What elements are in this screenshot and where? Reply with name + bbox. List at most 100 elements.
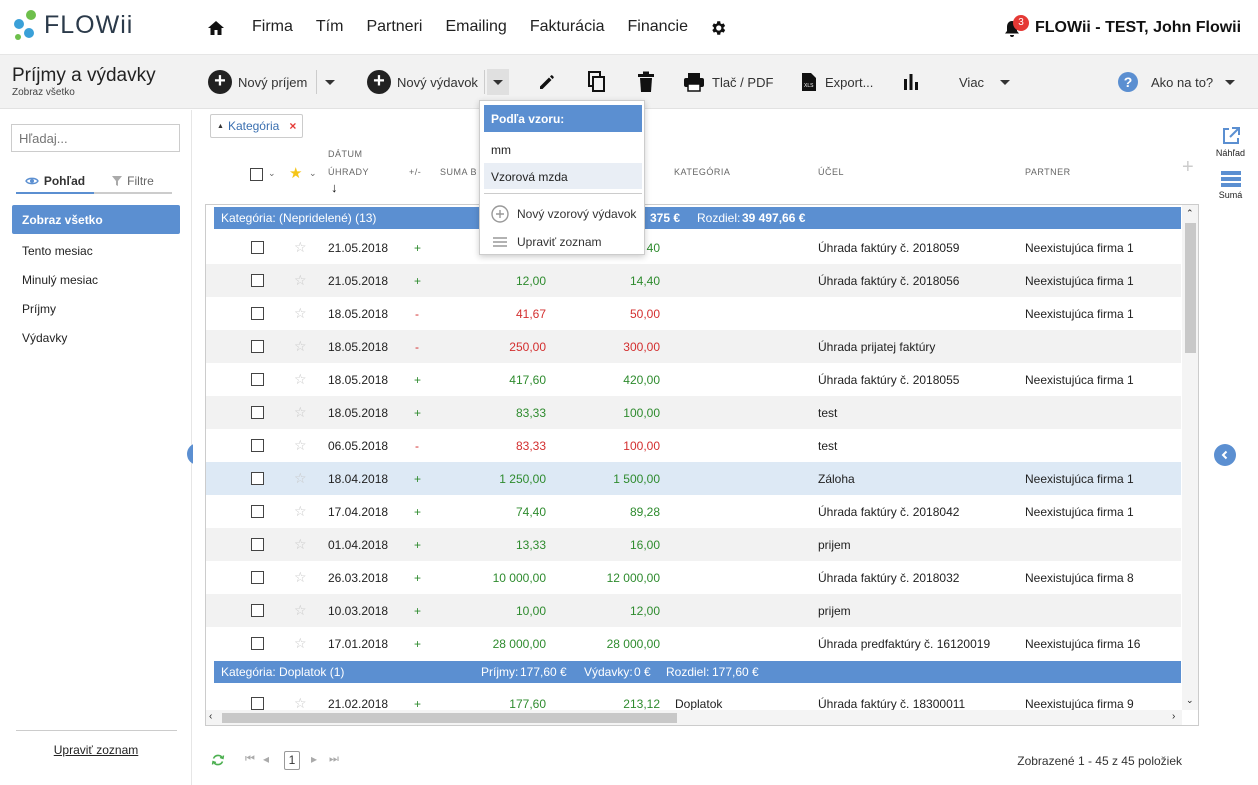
tab-view[interactable]: Pohľad — [16, 170, 94, 194]
horizontal-scrollbar[interactable]: ‹ › — [206, 710, 1182, 725]
row-checkbox[interactable] — [251, 538, 264, 551]
bar-chart-icon[interactable] — [902, 73, 920, 91]
remove-filter-icon[interactable]: × — [289, 119, 297, 133]
star-outline-icon[interactable]: ☆ — [294, 437, 307, 453]
star-outline-icon[interactable]: ☆ — [294, 239, 307, 255]
new-expense-dropdown-caret[interactable] — [487, 69, 509, 95]
scroll-up-icon[interactable]: ⌃ — [1186, 208, 1194, 218]
col-partner[interactable]: PARTNER — [1025, 167, 1071, 177]
col-date-line2[interactable]: ÚHRADY — [328, 167, 370, 177]
group-row-doplatok[interactable]: Kategória: Doplatok (1) Príjmy: 177,60 €… — [214, 661, 1181, 683]
row-checkbox[interactable] — [251, 604, 264, 617]
filter-chip-category[interactable]: ▲ Kategória × — [210, 114, 304, 138]
sidebar-item-income[interactable]: Príjmy — [22, 301, 56, 316]
star-chevron-down-icon[interactable]: ⌄ — [309, 168, 318, 178]
col-sign[interactable]: +/- — [409, 167, 422, 177]
table-row[interactable]: ☆ 18.05.2018 - 41,67 50,00 Neexistujúca … — [206, 297, 1181, 330]
home-icon[interactable] — [207, 19, 225, 37]
export-button[interactable]: XLS Export... — [801, 69, 873, 95]
table-row[interactable]: ☆ 18.05.2018 + 83,33 100,00 test — [206, 396, 1181, 429]
add-column-icon[interactable]: + — [1182, 156, 1195, 178]
star-filled-icon[interactable]: ★ — [289, 165, 303, 182]
first-page-icon[interactable]: ⏮ — [245, 753, 255, 765]
row-checkbox[interactable] — [251, 571, 264, 584]
star-outline-icon[interactable]: ☆ — [294, 272, 307, 288]
select-chevron-down-icon[interactable]: ⌄ — [268, 168, 277, 178]
row-checkbox[interactable] — [251, 274, 264, 287]
more-button[interactable]: Viac — [959, 69, 984, 95]
star-outline-icon[interactable]: ☆ — [294, 569, 307, 585]
help-button[interactable]: ? Ako na to? — [1118, 69, 1213, 95]
table-row[interactable]: ☆ 01.04.2018 + 13,33 16,00 prijem — [206, 528, 1181, 561]
table-row[interactable]: ☆ 10.03.2018 + 10,00 12,00 prijem — [206, 594, 1181, 627]
new-template-button[interactable]: Nový vzorový výdavok — [484, 201, 642, 227]
help-dropdown-caret[interactable] — [1219, 69, 1241, 95]
sidebar-item-expenses[interactable]: Výdavky — [22, 330, 68, 345]
edit-template-list-button[interactable]: Upraviť zoznam — [484, 229, 642, 255]
scroll-thumb[interactable] — [222, 713, 677, 723]
star-outline-icon[interactable]: ☆ — [294, 338, 307, 354]
star-outline-icon[interactable]: ☆ — [294, 635, 307, 651]
row-checkbox[interactable] — [251, 373, 264, 386]
edit-list-link[interactable]: Upraviť zoznam — [53, 743, 139, 757]
table-row[interactable]: ☆ 17.04.2018 + 74,40 89,28 Úhrada faktúr… — [206, 495, 1181, 528]
table-row[interactable]: ☆ 18.05.2018 - 250,00 300,00 Úhrada prij… — [206, 330, 1181, 363]
row-checkbox[interactable] — [251, 637, 264, 650]
tab-filters[interactable]: Filtre — [94, 170, 172, 194]
print-pdf-button[interactable]: Tlač / PDF — [683, 69, 773, 95]
next-page-icon[interactable]: ▸ — [311, 752, 318, 766]
new-income-button[interactable]: + Nový príjem — [208, 69, 307, 95]
row-checkbox[interactable] — [251, 505, 264, 518]
nav-item-financie[interactable]: Financie — [627, 18, 689, 35]
user-account-name[interactable]: FLOWii - TEST, John Flowii — [1035, 19, 1242, 36]
star-outline-icon[interactable]: ☆ — [294, 305, 307, 321]
row-checkbox[interactable] — [251, 472, 264, 485]
row-checkbox[interactable] — [251, 406, 264, 419]
template-item-vzorova-mzda[interactable]: Vzorová mzda — [484, 163, 642, 189]
table-row[interactable]: ☆ 26.03.2018 + 10 000,00 12 000,00 Úhrad… — [206, 561, 1181, 594]
col-date-line1[interactable]: DÁTUM — [328, 149, 363, 159]
row-checkbox[interactable] — [251, 307, 264, 320]
table-row[interactable]: ☆ 21.02.2018 + 177,60 213,12 Doplatok Úh… — [206, 687, 1181, 720]
col-purpose[interactable]: ÚČEL — [818, 167, 845, 177]
collapse-right-panel-button[interactable] — [1214, 444, 1236, 466]
edit-pencil-icon[interactable] — [537, 72, 557, 92]
star-outline-icon[interactable]: ☆ — [294, 404, 307, 420]
new-expense-button[interactable]: + Nový výdavok — [367, 69, 478, 95]
template-item-mm[interactable]: mm — [491, 143, 511, 157]
preview-button[interactable]: Náhľad — [1203, 126, 1258, 158]
flowii-logo[interactable]: FLOWii — [12, 9, 133, 41]
table-row[interactable]: ☆ 21.05.2018 + 12,00 14,40 Úhrada faktúr… — [206, 264, 1181, 297]
search-input[interactable] — [11, 124, 180, 152]
sidebar-item-last-month[interactable]: Minulý mesiac — [22, 272, 99, 287]
gear-icon[interactable] — [709, 19, 727, 37]
row-checkbox[interactable] — [251, 697, 264, 710]
star-outline-icon[interactable]: ☆ — [294, 695, 307, 711]
new-income-dropdown-caret[interactable] — [319, 69, 341, 95]
vertical-scrollbar[interactable]: ⌃ ⌄ — [1182, 205, 1198, 710]
nav-item-emailing[interactable]: Emailing — [445, 18, 507, 35]
table-row[interactable]: ☆ 18.05.2018 + 417,60 420,00 Úhrada fakt… — [206, 363, 1181, 396]
sidebar-item-this-month[interactable]: Tento mesiac — [22, 243, 93, 258]
row-checkbox[interactable] — [251, 340, 264, 353]
sidebar-item-all[interactable]: Zobraz všetko — [12, 205, 180, 234]
nav-item-fakturacia[interactable]: Fakturácia — [529, 18, 605, 35]
row-checkbox[interactable] — [251, 241, 264, 254]
table-row[interactable]: ☆ 18.04.2018 + 1 250,00 1 500,00 Záloha … — [206, 462, 1181, 495]
col-sum[interactable]: SUMA B — [440, 167, 478, 177]
nav-item-partneri[interactable]: Partneri — [366, 18, 423, 35]
copy-icon[interactable] — [587, 71, 607, 93]
table-row[interactable]: ☆ 06.05.2018 - 83,33 100,00 test — [206, 429, 1181, 462]
more-dropdown-caret[interactable] — [994, 69, 1016, 95]
row-checkbox[interactable] — [251, 439, 264, 452]
group-row-unassigned[interactable]: Kategória: (Nepridelené) (13) 375 € Rozd… — [214, 207, 1181, 229]
scroll-down-icon[interactable]: ⌄ — [1186, 695, 1194, 705]
prev-page-icon[interactable]: ◂ — [263, 752, 270, 766]
col-category[interactable]: KATEGÓRIA — [674, 167, 731, 177]
page-number[interactable]: 1 — [284, 751, 300, 770]
star-outline-icon[interactable]: ☆ — [294, 503, 307, 519]
refresh-icon[interactable] — [211, 753, 225, 767]
scroll-right-icon[interactable]: › — [1172, 711, 1176, 722]
delete-trash-icon[interactable] — [637, 71, 655, 93]
star-outline-icon[interactable]: ☆ — [294, 602, 307, 618]
